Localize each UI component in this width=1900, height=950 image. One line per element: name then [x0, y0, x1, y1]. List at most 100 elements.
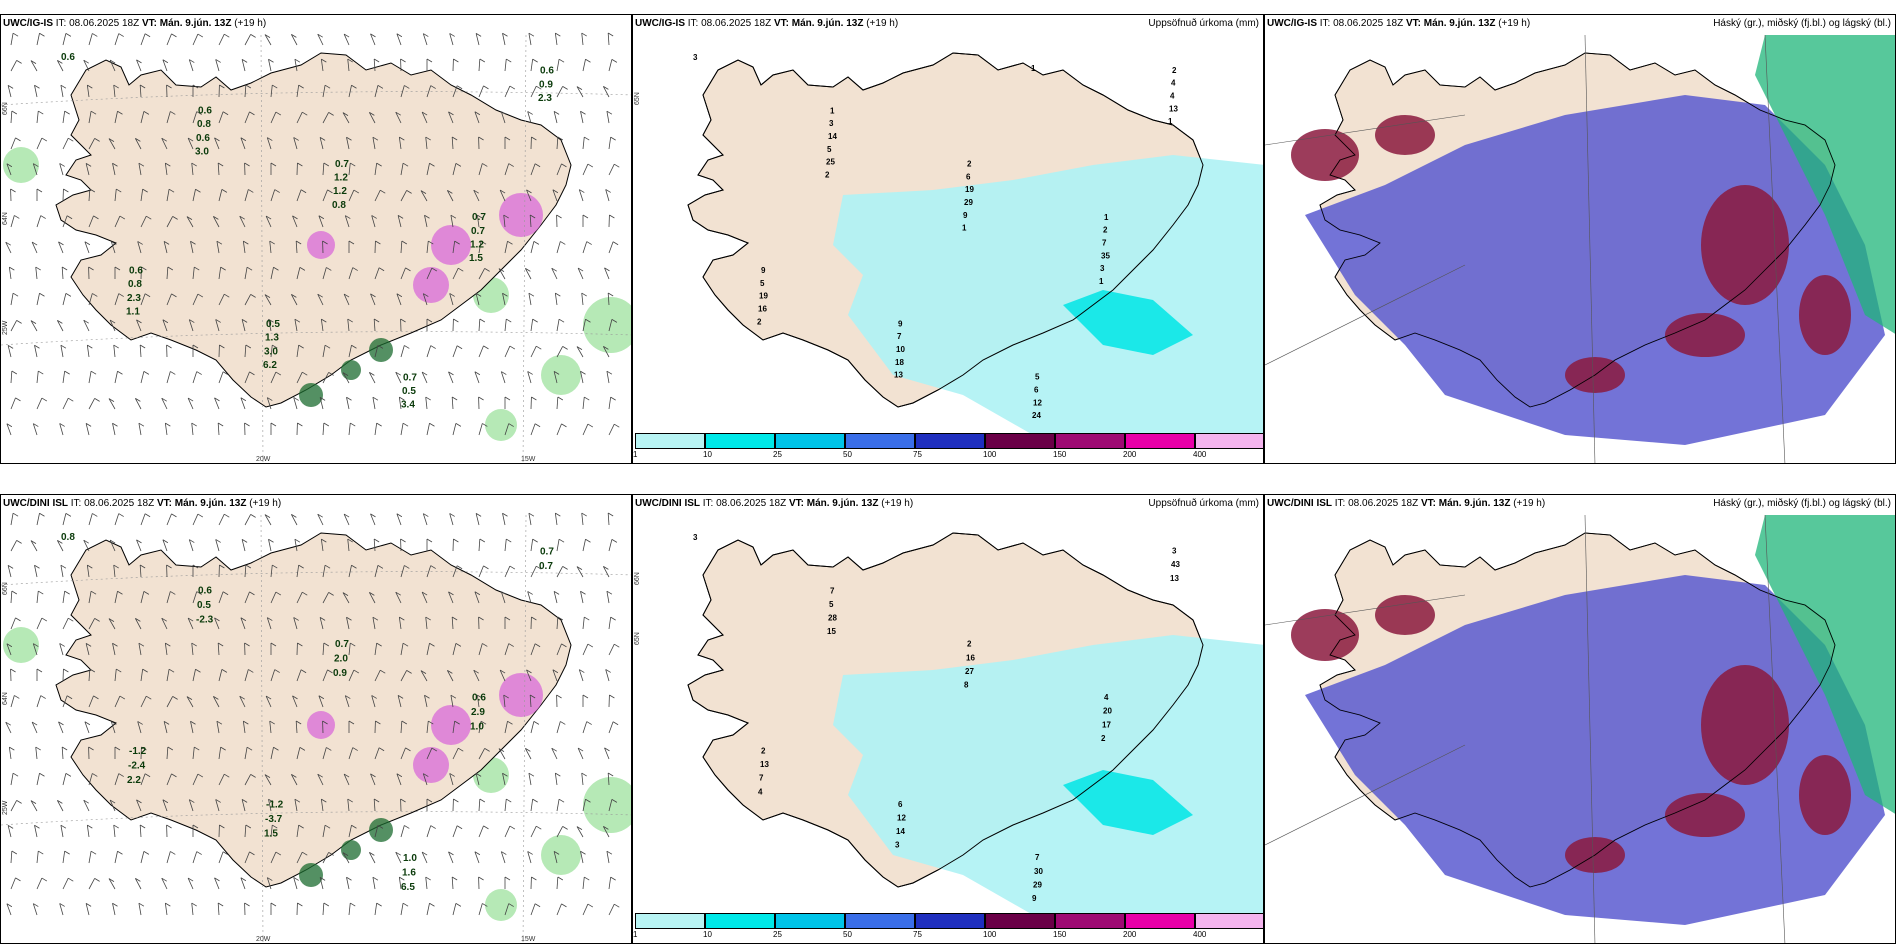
panel-title-left: UWC/DINI ISL IT: 08.06.2025 18Z VT: Mán.… — [1267, 498, 1546, 509]
value-label: 0.8 — [197, 119, 211, 130]
value-label: 1.3 — [265, 333, 279, 344]
colorbar-tick: 10 — [703, 930, 712, 939]
panel-header: UWC/DINI ISL IT: 08.06.2025 18Z VT: Mán.… — [633, 495, 1263, 513]
value-label: 13 — [1169, 104, 1178, 113]
value-label: 2.2 — [127, 775, 141, 786]
map-canvas: 3724267351620131230432827177142913158243… — [634, 532, 1263, 915]
value-label: 19 — [965, 185, 974, 194]
value-label: 29 — [1033, 880, 1042, 889]
low-cloud-area — [1305, 575, 1885, 925]
colorbar-tick: 200 — [1123, 450, 1137, 459]
lat-lon-grid — [1, 34, 631, 463]
colorbar-swatch — [705, 433, 775, 449]
map-canvas — [1265, 34, 1895, 463]
value-label: 1.1 — [126, 307, 140, 318]
precip-area — [3, 147, 39, 183]
value-label: 2 — [825, 170, 830, 179]
value-label: 3 — [895, 841, 900, 850]
panel-title-left: UWC/IG-IS IT: 08.06.2025 18Z VT: Mán. 9.… — [3, 18, 267, 29]
value-label: 2.3 — [127, 293, 141, 304]
panel-cloud-igis: UWC/IG-IS IT: 08.06.2025 18Z VT: Mán. 9.… — [1264, 14, 1896, 464]
heavy-precip-area — [369, 338, 393, 362]
value-label: 7 — [1035, 853, 1040, 862]
value-label: 4 — [1104, 693, 1109, 702]
snow-area — [307, 711, 335, 739]
iceland-landmass — [55, 532, 572, 888]
value-label: 14 — [896, 827, 905, 836]
value-label: 3.4 — [401, 400, 415, 411]
colorbar-swatch — [845, 913, 915, 929]
high-cloud-area — [1755, 515, 1895, 814]
coastline — [1319, 52, 1836, 408]
lat-label: 66N — [634, 572, 641, 585]
value-label: 15 — [827, 627, 836, 636]
colorbar-swatch — [1055, 433, 1125, 449]
snow-area — [413, 747, 449, 783]
value-label: 2 — [1103, 226, 1108, 235]
colorbar-tick: 100 — [983, 450, 997, 459]
panel-header: UWC/DINI ISL IT: 08.06.2025 18Z VT: Mán.… — [1, 495, 631, 513]
snow-area — [499, 673, 543, 717]
precip-colorbar: 1 10 25 50 75 100 150 200 400 — [633, 913, 1263, 941]
mid-cloud-area — [1665, 313, 1745, 357]
value-label: 3 — [693, 53, 698, 62]
value-label: 0.5 — [266, 319, 280, 330]
colorbar-tick: 75 — [913, 450, 922, 459]
precip-light-area — [833, 635, 1263, 915]
lat-label: 65N — [634, 632, 641, 645]
colorbar-swatch — [635, 433, 705, 449]
value-label: 3.0 — [264, 346, 278, 357]
value-label: 0.6 — [472, 693, 486, 704]
value-label: 9 — [898, 319, 903, 328]
lat-label: 25W — [2, 320, 9, 335]
high-cloud-area — [1755, 35, 1895, 334]
colorbar-tick: 400 — [1193, 930, 1207, 939]
value-label: 5 — [760, 279, 765, 288]
value-label: 5 — [1035, 373, 1040, 382]
colorbar-tick: 25 — [773, 930, 782, 939]
colorbar-swatch — [1125, 433, 1195, 449]
colorbar-swatch — [775, 913, 845, 929]
colorbar-tick: 1 — [633, 930, 638, 939]
value-label: 0.7 — [471, 226, 485, 237]
value-label: 19 — [759, 292, 768, 301]
snow-area — [431, 225, 471, 265]
value-label: 4 — [758, 787, 763, 796]
mid-cloud-area — [1375, 115, 1435, 155]
value-label: 2 — [757, 317, 762, 326]
coastline — [687, 52, 1204, 408]
value-label: 7 — [897, 332, 902, 341]
colorbar-tick: 200 — [1123, 930, 1137, 939]
precip-light-area — [833, 155, 1263, 435]
precip-area — [485, 889, 517, 921]
value-label: 7 — [759, 774, 764, 783]
value-label: 9 — [761, 266, 766, 275]
value-label: 20 — [1103, 707, 1112, 716]
colorbar-swatch — [705, 913, 775, 929]
value-label: 7 — [1102, 238, 1107, 247]
heavy-precip-area — [341, 360, 361, 380]
panel-title-right: Háský (gr.), miðský (fj.bl.) og lágský (… — [1713, 18, 1891, 29]
value-label: 0.6 — [129, 266, 143, 277]
value-label: 3 — [693, 533, 698, 542]
precip-area — [583, 777, 631, 833]
value-label: 27 — [965, 667, 974, 676]
colorbar-swatch — [1195, 433, 1263, 449]
value-label: 4 — [1170, 92, 1175, 101]
panel-title-right: Uppsöfnuð úrkoma (mm) — [1148, 18, 1259, 29]
mid-cloud-area — [1799, 275, 1851, 355]
value-label: 13 — [894, 371, 903, 380]
panel-header: UWC/IG-IS IT: 08.06.2025 18Z VT: Mán. 9.… — [1265, 15, 1895, 33]
value-label: 2.0 — [334, 654, 348, 665]
value-label: 3 — [829, 119, 834, 128]
panel-title-left: UWC/DINI ISL IT: 08.06.2025 18Z VT: Mán.… — [635, 498, 914, 509]
value-label: -2.3 — [196, 615, 214, 626]
value-label: 1.5 — [469, 253, 483, 264]
snow-area — [431, 705, 471, 745]
heavy-precip-area — [369, 818, 393, 842]
value-label: 13 — [1170, 574, 1179, 583]
heavy-precip-area — [341, 840, 361, 860]
value-label: 2 — [1101, 734, 1106, 743]
value-label: 0.7 — [472, 212, 486, 223]
value-label: 0.6 — [61, 52, 75, 63]
